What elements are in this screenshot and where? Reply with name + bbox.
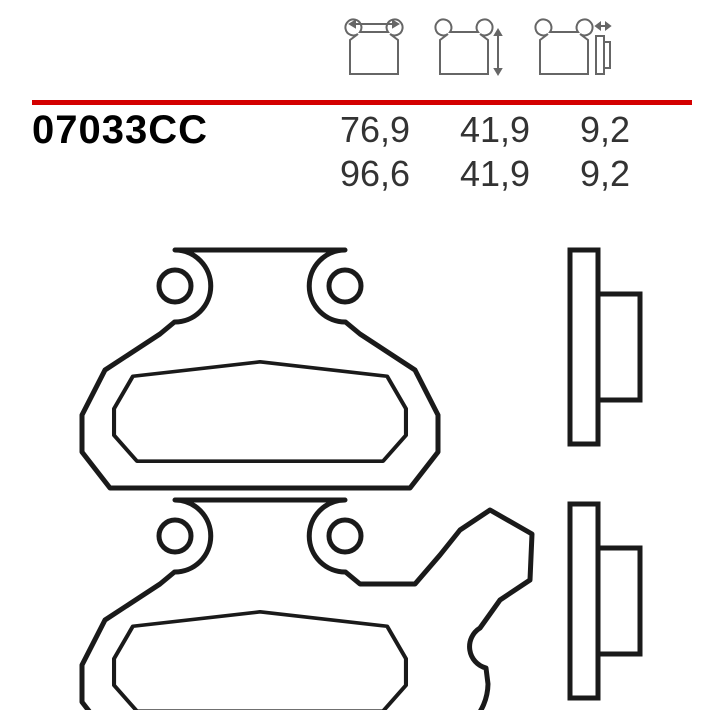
dims-row: 76,9 41,9 9,2 [340, 108, 700, 152]
dim-height: 41,9 [460, 108, 580, 152]
technical-drawing [30, 210, 694, 710]
divider-line [32, 92, 692, 97]
dim-icon-height [430, 12, 508, 87]
dim-icon-width [340, 12, 408, 87]
dimensions-table: 76,9 41,9 9,2 96,6 41,9 9,2 [340, 108, 700, 196]
dimension-icons [340, 12, 628, 87]
dim-thickness: 9,2 [580, 108, 700, 152]
part-number: 07033CC [32, 108, 208, 153]
dim-icon-thickness [530, 12, 628, 87]
dim-height: 41,9 [460, 152, 580, 196]
dim-width: 76,9 [340, 108, 460, 152]
dims-row: 96,6 41,9 9,2 [340, 152, 700, 196]
dim-thickness: 9,2 [580, 152, 700, 196]
dim-width: 96,6 [340, 152, 460, 196]
